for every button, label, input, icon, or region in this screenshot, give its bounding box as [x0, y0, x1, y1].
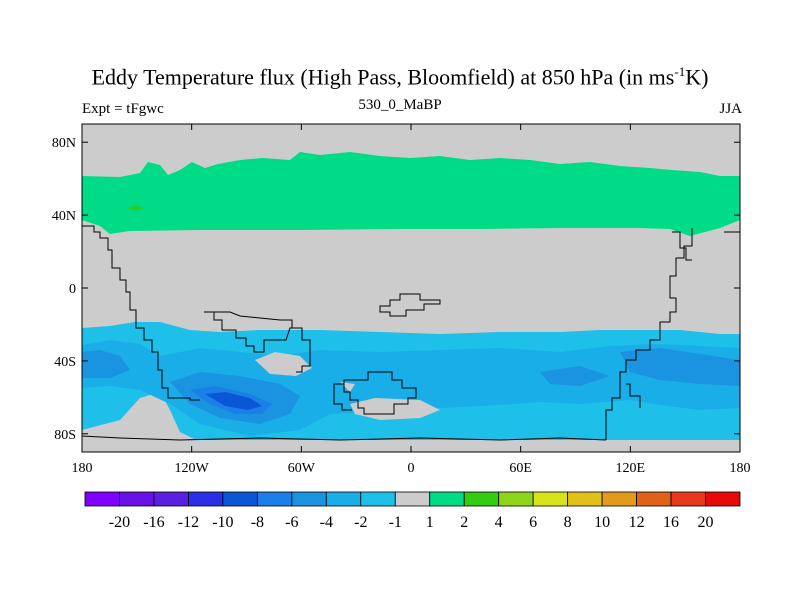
- season-label: JJA: [719, 101, 742, 117]
- colorbar-swatch: [429, 491, 465, 507]
- y-tick-label: 80N: [52, 136, 76, 151]
- colorbar-label: -10: [212, 514, 233, 531]
- colorbar-swatch: [394, 491, 431, 507]
- colorbar-swatch: [325, 491, 362, 507]
- x-tick-label: 60E: [509, 461, 532, 476]
- title-main: Eddy Temperature flux (High Pass, Bloomf…: [91, 64, 675, 90]
- colorbar-label: -8: [251, 514, 264, 531]
- plot-area: [82, 124, 740, 452]
- colorbar-swatch: [670, 491, 706, 507]
- colorbar-swatch: [222, 491, 258, 507]
- colorbar-label: 10: [594, 514, 610, 531]
- colorbar-label: 4: [495, 514, 503, 531]
- colorbar-label: -20: [109, 514, 130, 531]
- colorbar-label: 1: [426, 514, 434, 531]
- title-superscript: -1: [674, 64, 686, 79]
- coastlines: [82, 225, 740, 441]
- y-axis: 80N 40N 0 40S 80S: [52, 136, 740, 443]
- colorbar-swatch: [256, 491, 293, 507]
- contour-neg-8-10: [205, 392, 262, 410]
- x-tick-label: 60W: [288, 461, 316, 476]
- y-tick-label: 40S: [54, 355, 76, 370]
- colorbar-label: 6: [529, 514, 537, 531]
- colorbar-swatch: [291, 491, 327, 507]
- colorbar-label: -4: [320, 514, 333, 531]
- colorbar-swatch: [119, 491, 155, 507]
- neutral-island-1: [255, 352, 312, 376]
- colorbar-label: 2: [460, 514, 468, 531]
- chart-title: Eddy Temperature flux (High Pass, Bloomf…: [0, 64, 800, 90]
- colorbar-label: -12: [178, 514, 199, 531]
- colorbar-label: 8: [564, 514, 572, 531]
- colorbar-label: -1: [389, 514, 402, 531]
- chart-subtitle: 530_0_MaBP: [358, 97, 442, 113]
- colorbar-swatch: [153, 491, 189, 507]
- y-tick-label: 40N: [52, 209, 76, 224]
- x-tick-label: 120E: [616, 461, 646, 476]
- x-tick-label: 0: [408, 461, 415, 476]
- x-tick-label: 180: [72, 461, 93, 476]
- polar-edge: [82, 392, 200, 442]
- colorbar-label: -6: [285, 514, 298, 531]
- y-tick-label: 80S: [54, 428, 76, 443]
- colorbar-swatch: [567, 491, 603, 507]
- contour-pos-1-2: [82, 152, 740, 236]
- colorbar-label: 16: [663, 514, 679, 531]
- contour-pos-2-4: [126, 206, 146, 210]
- x-tick-label: 120W: [175, 461, 210, 476]
- colorbar-label: 20: [698, 514, 714, 531]
- colorbar-swatch: [463, 491, 500, 507]
- colorbar-label: -16: [143, 514, 164, 531]
- experiment-label: Expt = tFgwc: [82, 101, 164, 117]
- y-tick-label: 0: [69, 282, 76, 297]
- colorbar-swatch: [188, 491, 224, 507]
- title-tail: K): [685, 64, 709, 90]
- colorbar-label: -2: [354, 514, 367, 531]
- x-tick-label: 180: [730, 461, 751, 476]
- colorbar-swatch: [532, 491, 569, 507]
- colorbar-swatch: [601, 491, 637, 507]
- x-axis: 180 120W 60W 0 60E 120E 180: [72, 124, 751, 476]
- colorbar-label: 12: [629, 514, 645, 531]
- colorbar-swatch: [636, 491, 672, 507]
- colorbar-swatch: [498, 491, 534, 507]
- colorbar-swatch: [705, 491, 741, 507]
- colorbar-swatch: [84, 491, 120, 507]
- colorbar-swatch: [360, 491, 396, 507]
- colorbar: -20 -16 -12 -10 -8 -6 -4 -2 -1 1 2 4 6 8 10 12 16 20: [84, 491, 741, 531]
